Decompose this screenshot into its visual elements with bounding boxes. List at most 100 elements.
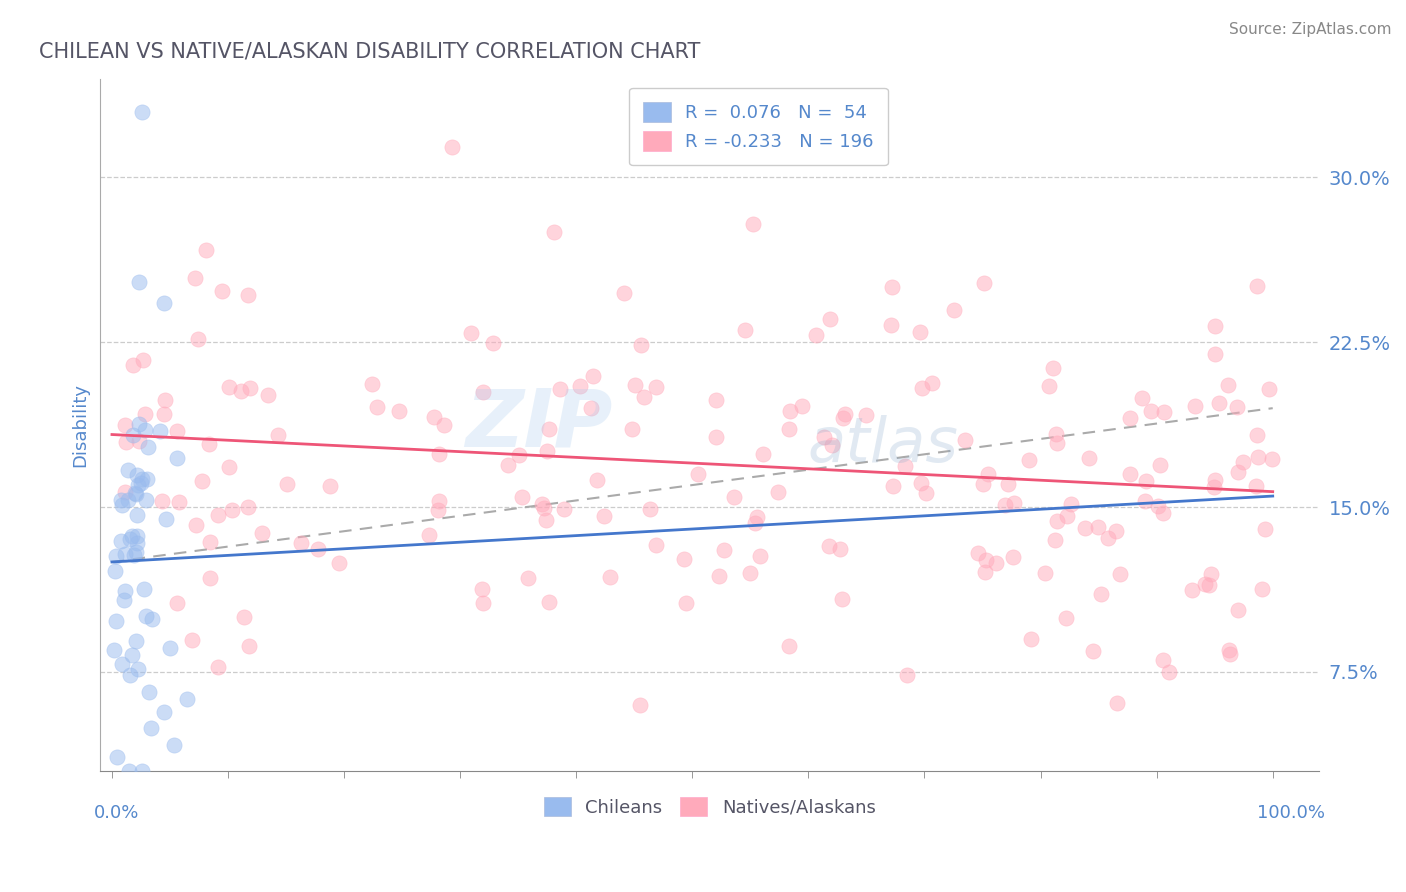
Point [831, 592, 853, 607]
Point [117, 492, 139, 507]
Point [704, 429, 727, 443]
Point [104, 564, 127, 578]
Point [821, 438, 844, 452]
Point [427, 494, 450, 508]
Point [914, 486, 936, 500]
Point [166, 424, 188, 438]
Point [645, 538, 668, 552]
Point [1261, 451, 1284, 466]
Point [127, 478, 149, 492]
Point [1184, 399, 1206, 413]
Point [896, 668, 918, 682]
Point [1204, 346, 1226, 360]
Point [1149, 458, 1171, 472]
Point [121, 648, 143, 663]
Point [118, 668, 141, 682]
Point [973, 276, 995, 290]
Point [110, 492, 132, 507]
Point [163, 738, 186, 752]
Point [713, 542, 735, 557]
Point [624, 378, 647, 392]
Point [672, 552, 695, 566]
Point [132, 582, 155, 596]
Point [198, 437, 221, 451]
Point [1198, 578, 1220, 592]
Point [1002, 495, 1025, 509]
Point [366, 400, 388, 414]
Point [1119, 411, 1142, 425]
Point [880, 318, 903, 332]
Point [537, 595, 560, 609]
Point [508, 448, 530, 462]
Point [136, 473, 159, 487]
Point [166, 450, 188, 465]
Point [953, 434, 976, 448]
Legend: Chileans, Natives/Alaskans: Chileans, Natives/Alaskans [537, 790, 883, 824]
Point [1140, 404, 1163, 418]
Point [290, 536, 312, 550]
Point [1105, 524, 1128, 538]
Point [267, 428, 290, 442]
Point [778, 640, 800, 654]
Point [582, 369, 605, 384]
Point [599, 570, 621, 584]
Point [921, 376, 943, 391]
Point [778, 422, 800, 436]
Point [536, 444, 558, 458]
Point [707, 569, 730, 583]
Point [150, 494, 173, 508]
Point [1135, 474, 1157, 488]
Point [103, 643, 125, 657]
Point [1074, 521, 1097, 535]
Point [135, 492, 157, 507]
Point [149, 424, 172, 438]
Point [482, 335, 505, 350]
Point [1204, 319, 1226, 334]
Point [121, 529, 143, 543]
Point [115, 434, 138, 449]
Point [1135, 493, 1157, 508]
Point [328, 556, 350, 570]
Point [1046, 436, 1069, 450]
Point [1045, 533, 1067, 547]
Point [1201, 567, 1223, 582]
Point [155, 512, 177, 526]
Point [569, 379, 592, 393]
Point [704, 392, 727, 407]
Point [122, 427, 145, 442]
Point [1226, 465, 1249, 479]
Point [125, 529, 148, 543]
Point [471, 596, 494, 610]
Point [1033, 566, 1056, 581]
Point [1019, 632, 1042, 646]
Point [131, 472, 153, 486]
Point [195, 244, 218, 258]
Point [167, 494, 190, 508]
Point [472, 385, 495, 400]
Point [388, 404, 411, 418]
Point [1109, 566, 1132, 581]
Point [1045, 514, 1067, 528]
Point [553, 502, 575, 516]
Point [128, 434, 150, 449]
Point [141, 612, 163, 626]
Point [118, 533, 141, 547]
Point [1056, 509, 1078, 524]
Point [976, 552, 998, 566]
Point [977, 467, 1000, 482]
Point [153, 296, 176, 310]
Point [423, 409, 446, 424]
Point [1218, 643, 1240, 657]
Point [418, 528, 440, 542]
Point [997, 477, 1019, 491]
Point [1097, 531, 1119, 545]
Point [834, 407, 856, 421]
Point [984, 556, 1007, 570]
Point [533, 501, 555, 516]
Point [105, 614, 128, 628]
Point [114, 485, 136, 500]
Point [218, 380, 240, 394]
Point [880, 280, 903, 294]
Point [1107, 696, 1129, 710]
Point [1018, 452, 1040, 467]
